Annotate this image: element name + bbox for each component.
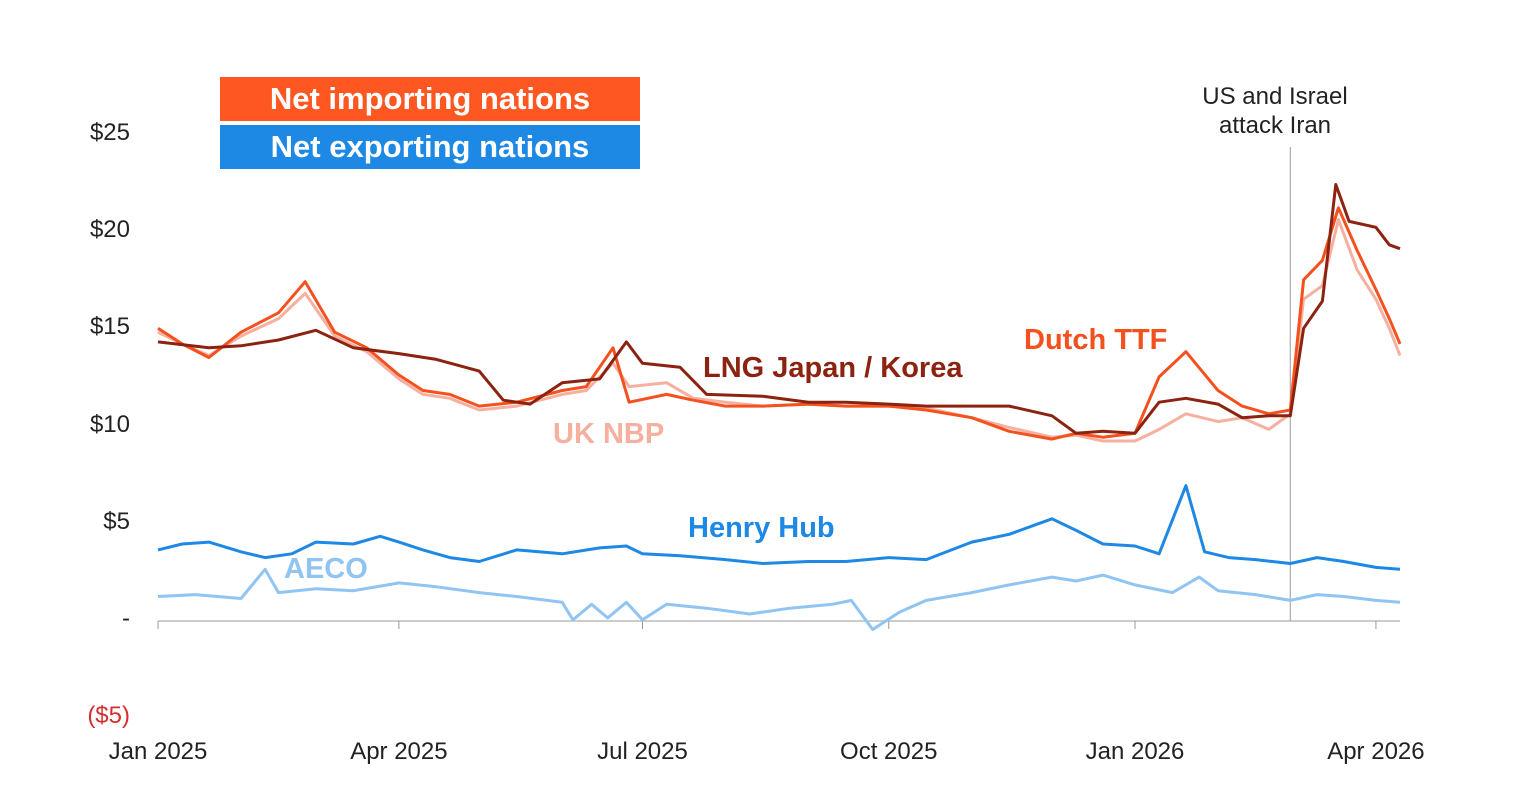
y-tick-label: $15 (89, 313, 130, 341)
event-annotation: US and Israel attack Iran (1202, 83, 1348, 139)
legend-net-exporting: Net exporting nations (220, 125, 640, 169)
series-line-uk-nbp (157, 218, 1402, 443)
y-tick-label: - (122, 604, 130, 632)
y-tick-label: $20 (89, 216, 130, 244)
x-tick-label: Jul 2025 (597, 738, 688, 765)
x-tick-label: Apr 2026 (1327, 738, 1425, 765)
series-label-lng-japan-korea: LNG Japan / Korea (703, 352, 963, 384)
series-line-aeco (157, 567, 1401, 631)
series-line-henry-hub (157, 484, 1401, 571)
series-line-lng-japan-korea (157, 183, 1401, 435)
x-tick-label: Jan 2025 (108, 738, 208, 765)
series-label-uk-nbp: UK NBP (553, 418, 665, 450)
series-label-dutch-ttf: Dutch TTF (1024, 324, 1168, 356)
x-tick-label: Jan 2026 (1085, 738, 1185, 765)
y-tick-label: $25 (89, 119, 130, 146)
series-line-dutch-ttf (157, 206, 1402, 441)
y-tick-label: ($5) (87, 702, 130, 729)
x-tick-label: Apr 2025 (350, 738, 448, 765)
y-tick-label: $10 (89, 410, 130, 438)
y-tick-label: $5 (103, 507, 130, 535)
legend-net-importing: Net importing nations (220, 77, 640, 121)
series-label-aeco: AECO (284, 553, 368, 585)
series-label-henry-hub: Henry Hub (688, 512, 835, 544)
x-tick-label: Oct 2025 (840, 738, 938, 765)
